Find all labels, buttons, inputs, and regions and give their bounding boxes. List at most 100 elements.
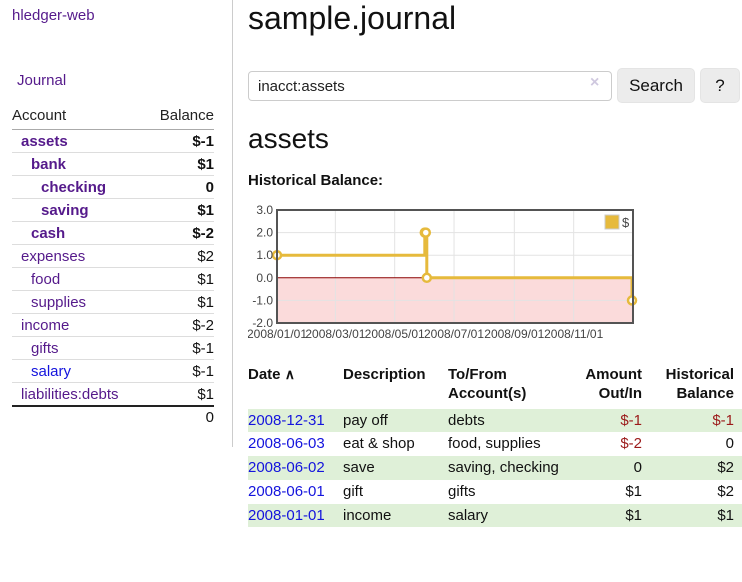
account-row: bank $1 [12, 152, 214, 176]
search-help-button[interactable]: ? [700, 68, 740, 103]
brand-link[interactable]: hledger-web [12, 7, 95, 24]
account-row: gifts $-1 [12, 336, 214, 360]
accounts-header-row: Account Balance [12, 104, 214, 130]
register-balance-cell: 0 [725, 435, 734, 453]
register-row: 2008-12-31 pay off debts $-1 $-1 [248, 408, 742, 433]
y-tick-label: -2.0 [252, 316, 273, 330]
account-cell: salary [12, 359, 146, 383]
transaction-date-link[interactable]: 2008-06-02 [248, 459, 325, 476]
account-balance: $1 [145, 267, 214, 291]
data-point-marker [421, 272, 433, 284]
account-cell: income [12, 313, 146, 337]
register-accounts-cell: gifts [448, 482, 476, 500]
account-link[interactable]: food [31, 271, 61, 288]
register-col-date[interactable]: Date ∧ [248, 366, 295, 383]
chart-border [276, 209, 634, 324]
x-tick-label: 2008/11/01 [544, 327, 603, 341]
legend-label: $ [622, 215, 630, 230]
main-panel: sample.journal × Search ? assets Histori… [247, 0, 742, 582]
register-balance-cell: $-1 [712, 411, 734, 429]
y-tick-label: 0.0 [256, 271, 273, 285]
register-description-cell: income [343, 506, 392, 524]
nav-journal-link[interactable]: Journal [17, 72, 67, 89]
account-link[interactable]: income [21, 317, 70, 334]
search-form: × Search ? [248, 68, 742, 104]
account-cell: supplies [12, 290, 146, 314]
account-balance: $-2 [145, 313, 214, 337]
register-date-cell: 2008-06-03 [248, 432, 343, 456]
account-row: salary $-1 [12, 359, 214, 383]
account-link[interactable]: assets [21, 133, 68, 150]
accounts-table: Account Balance assets $-1 bank $1 checking 0… [12, 104, 214, 428]
account-row: food $1 [12, 267, 214, 291]
register-date-cell: 2008-06-01 [248, 480, 343, 504]
historical-balance-chart[interactable]: $3.0 2.0 1.0 0.0 -1.0 -2.0 2008/01/01 2008/03/0… [247, 203, 742, 346]
register-amount-cell: $-2 [620, 435, 642, 453]
account-row: income $-2 [12, 313, 214, 337]
register-row: 2008-06-01 gift gifts $1 $2 [248, 480, 742, 504]
transaction-date-link[interactable]: 2008-06-01 [248, 482, 325, 500]
account-balance: $-2 [145, 221, 214, 245]
legend-swatch [604, 214, 620, 230]
transaction-date-link[interactable]: 2008-06-03 [248, 435, 325, 453]
account-link[interactable]: cash [31, 225, 66, 242]
account-cell: bank [12, 152, 146, 176]
search-input[interactable] [248, 71, 612, 101]
account-balance: $-1 [145, 336, 214, 360]
register-accounts-cell: saving, checking [448, 459, 559, 476]
account-balance: 0 [145, 175, 214, 199]
register-header-row: Date ∧ Description To/From Account(s) Am… [248, 362, 742, 409]
account-cell: cash [12, 221, 146, 245]
x-tick-label: 2008/05/01 [365, 327, 425, 341]
register-date-cell: 2008-01-01 [248, 504, 343, 528]
register-amount-cell: $1 [625, 482, 642, 500]
chart-heading: Historical Balance: [248, 172, 384, 189]
account-cell: assets [12, 129, 146, 153]
register-col-description: Description [343, 366, 426, 383]
account-balance: $-1 [145, 129, 214, 153]
search-input-wrap [248, 71, 612, 101]
account-cell: liabilities:debts [12, 382, 146, 407]
account-link[interactable]: supplies [31, 294, 87, 311]
chart-svg: $3.0 2.0 1.0 0.0 -1.0 -2.02008/01/012008/03/0… [247, 203, 638, 341]
account-row: liabilities:debts $1 [12, 382, 214, 407]
accounts-total-spacer [12, 405, 146, 428]
register-accounts-cell: debts [448, 411, 485, 429]
account-link[interactable]: expenses [21, 248, 86, 265]
data-point-marker [420, 227, 432, 238]
account-balance: $1 [145, 198, 214, 222]
account-link[interactable]: checking [41, 179, 107, 196]
account-row: checking 0 [12, 175, 214, 199]
account-balance: $2 [145, 244, 214, 268]
register-description-cell: pay off [343, 411, 388, 429]
register-date-cell: 2008-06-02 [248, 456, 343, 480]
register-accounts-cell: salary [448, 506, 489, 524]
account-link[interactable]: liabilities:debts [21, 386, 119, 403]
transaction-date-link[interactable]: 2008-12-31 [248, 411, 325, 429]
register-date-cell: 2008-12-31 [248, 409, 343, 433]
x-tick-label: 2008/01/01 [248, 327, 307, 341]
sidebar: hledger-web Journal Account Balance asse… [0, 0, 233, 447]
register-amount-cell: $-1 [620, 411, 642, 429]
y-tick-label: 2.0 [256, 226, 273, 240]
search-button[interactable]: Search [617, 68, 695, 103]
account-balance: $1 [145, 382, 214, 407]
account-link[interactable]: bank [31, 156, 67, 173]
register-balance-cell: $2 [717, 482, 734, 500]
transaction-date-link[interactable]: 2008-01-01 [248, 506, 325, 524]
register-description-cell: gift [343, 482, 364, 500]
account-link[interactable]: gifts [31, 340, 59, 357]
register-description-cell: save [343, 459, 375, 476]
register-row: 2008-01-01 income salary $1 $1 [248, 503, 742, 528]
register-row: 2008-06-02 save saving, checking 0 $2 [248, 456, 742, 480]
y-tick-label: 3.0 [256, 204, 273, 217]
page-title: sample.journal [248, 0, 457, 36]
account-row: saving $1 [12, 198, 214, 222]
accounts-total-value: 0 [145, 405, 214, 428]
register-description-cell: eat & shop [343, 435, 415, 453]
clear-search-icon[interactable]: × [590, 74, 600, 91]
register-balance-cell: $1 [717, 506, 734, 524]
register-row: 2008-06-03 eat & shop food, supplies $-2 0 [248, 432, 742, 456]
account-link[interactable]: saving [41, 202, 89, 219]
account-link[interactable]: salary [31, 363, 72, 380]
